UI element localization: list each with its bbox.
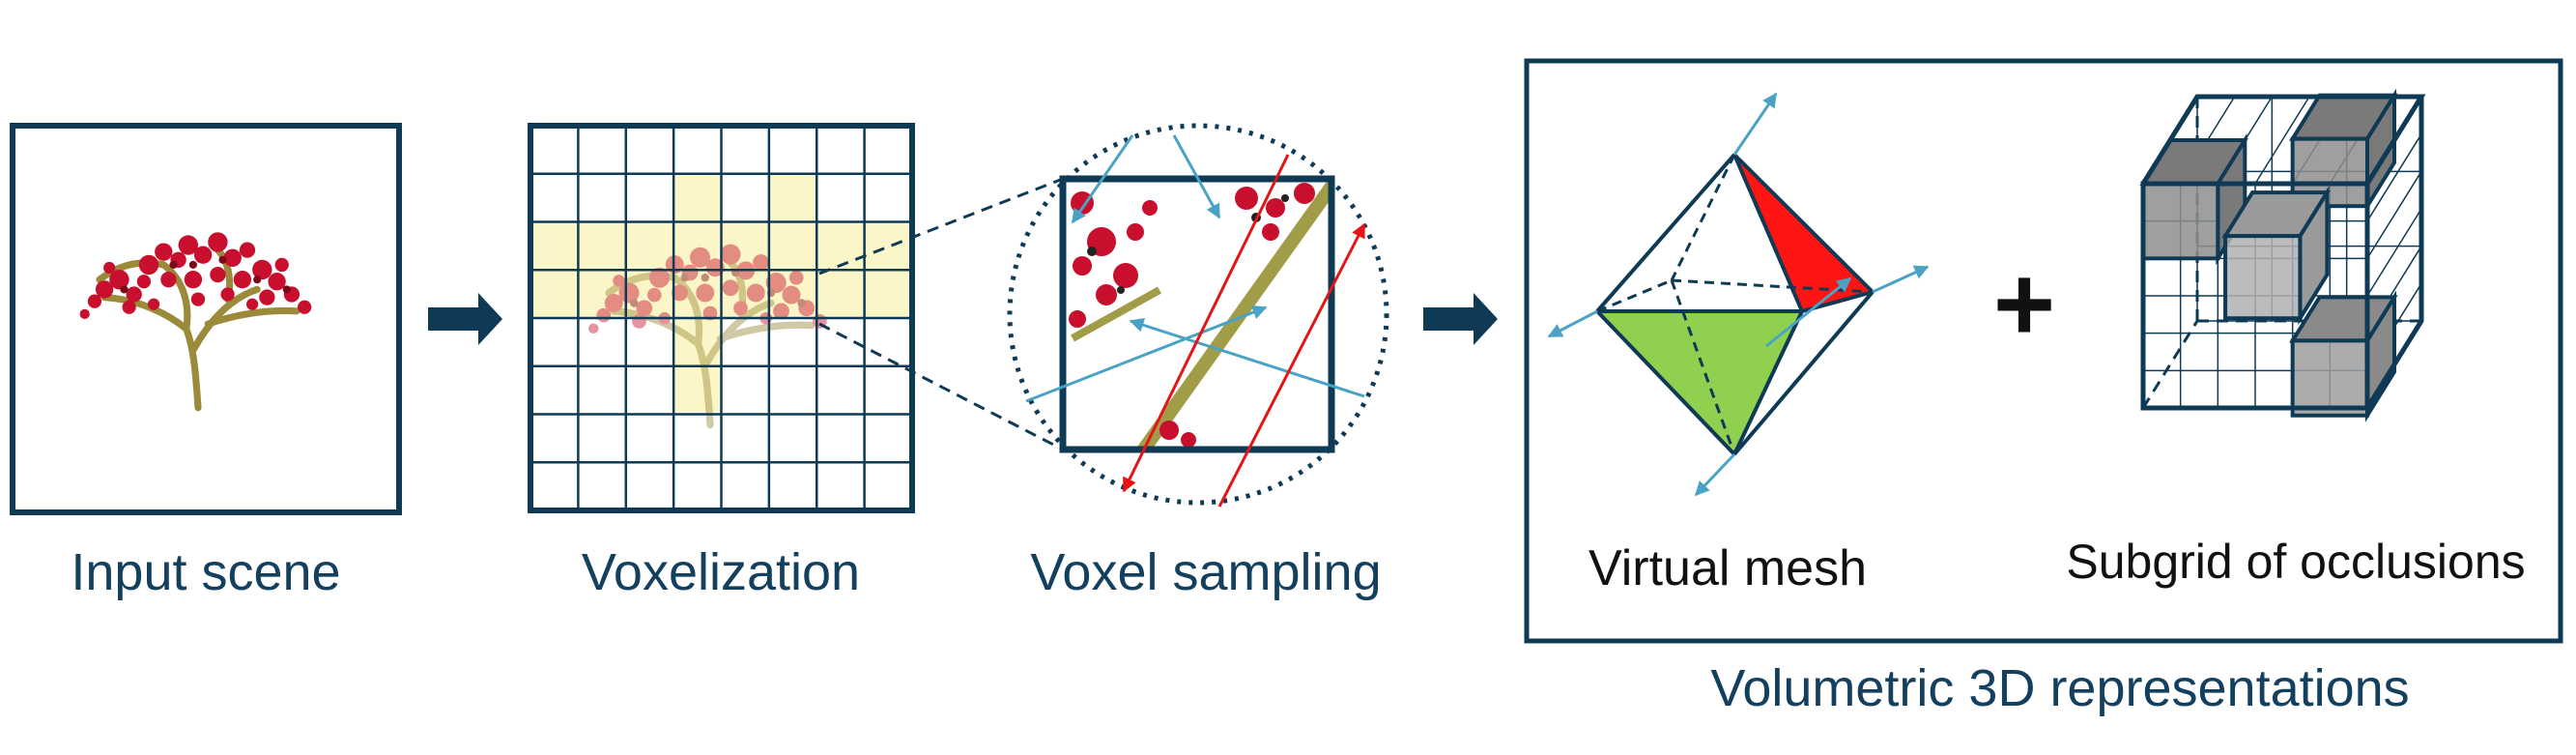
voxel-sampling-label: Voxel sampling xyxy=(1030,543,1381,601)
plus-sign: + xyxy=(1993,245,2055,363)
subgrid-label: Subgrid of occlusions xyxy=(2066,535,2525,589)
volumetric-label: Volumetric 3D representations xyxy=(1710,659,2409,717)
virtual-mesh-label: Virtual mesh xyxy=(1589,540,1867,596)
arrow-right-icon xyxy=(1423,293,1498,345)
octahedron-icon xyxy=(1547,92,1930,497)
cube-grid-icon xyxy=(2139,88,2426,422)
input-scene-label: Input scene xyxy=(71,543,340,601)
volumetric-frame xyxy=(1524,58,2563,644)
voxel-sampling-panel xyxy=(1007,123,1389,508)
arrow-right-icon xyxy=(428,293,502,345)
voxelization-label: Voxelization xyxy=(582,543,860,601)
input-scene-panel xyxy=(10,123,402,515)
voxelization-panel xyxy=(528,123,915,513)
